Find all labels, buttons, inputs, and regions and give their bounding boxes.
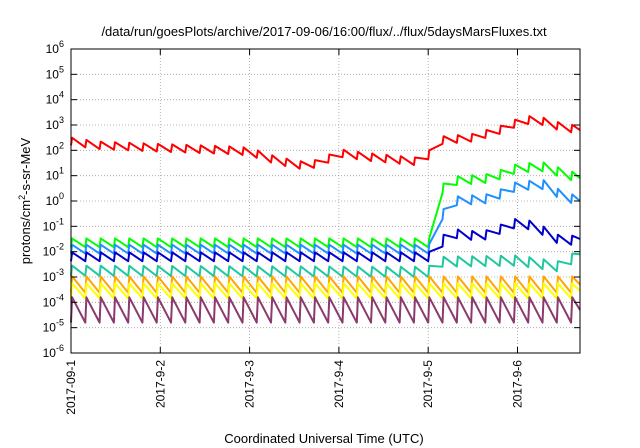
y-axis-label-base: protons/cm (18, 200, 33, 264)
y-tick-exponent: -2 (56, 242, 64, 252)
y-tick-label: 10-6 (43, 343, 64, 360)
x-axis-label: Coordinated Universal Time (UTC) (224, 431, 423, 446)
y-tick-base: 10 (46, 194, 60, 208)
series-line-6 (70, 275, 581, 294)
y-tick-label: 105 (46, 64, 64, 81)
y-tick-base: 10 (46, 118, 60, 132)
y-tick-exponent: -5 (56, 318, 64, 328)
y-tick-base: 10 (46, 42, 60, 56)
x-tick-label: 2017-09-1 (64, 360, 78, 415)
y-tick-base: 10 (43, 346, 57, 360)
y-tick-exponent: 5 (59, 64, 64, 74)
y-tick-exponent: 4 (59, 90, 64, 100)
y-tick-base: 10 (43, 321, 57, 335)
y-tick-label: 10-3 (43, 267, 64, 284)
y-tick-label: 106 (46, 39, 64, 56)
y-tick-label: 101 (46, 166, 64, 183)
y-tick-base: 10 (43, 219, 57, 233)
y-tick-exponent: -6 (56, 343, 64, 353)
y-tick-label: 104 (46, 90, 64, 107)
y-tick-label: 10-5 (43, 318, 64, 335)
series-line-2 (70, 161, 581, 249)
x-axis-ticks: 2017-09-1 2017-9-2 2017-9-3 2017-9-4 2017-9-… (64, 49, 524, 415)
y-tick-base: 10 (46, 143, 60, 157)
grid-lines (71, 49, 580, 353)
y-axis-label-superscript: 2 (17, 195, 27, 200)
y-tick-base: 10 (43, 245, 57, 259)
y-tick-label: 10-4 (43, 292, 64, 309)
y-tick-label: 10-1 (43, 216, 64, 233)
x-tick-label: 2017-9-6 (510, 360, 524, 408)
y-tick-exponent: 6 (59, 39, 64, 49)
y-tick-label: 102 (46, 140, 64, 157)
y-tick-exponent: -1 (56, 216, 64, 226)
y-tick-base: 10 (43, 270, 57, 284)
y-tick-exponent: -4 (56, 292, 64, 302)
y-axis-ticks: 10-610-510-410-310-210-11001011021031041… (43, 39, 580, 360)
series-lines (70, 115, 581, 324)
y-tick-exponent: 1 (59, 166, 64, 176)
chart-title: /data/run/goesPlots/archive/2017-09-06/1… (101, 24, 547, 39)
y-tick-exponent: 0 (59, 191, 64, 201)
series-line-4 (70, 218, 581, 263)
series-line-1 (70, 115, 581, 170)
x-tick-label: 2017-9-2 (153, 360, 167, 408)
y-tick-base: 10 (46, 93, 60, 107)
series-line-5 (70, 252, 581, 278)
y-tick-label: 103 (46, 115, 64, 132)
x-tick-label: 2017-9-4 (332, 360, 346, 408)
y-tick-base: 10 (43, 295, 57, 309)
y-axis-label-rest: -s-sr-MeV (18, 137, 33, 194)
y-tick-exponent: 3 (59, 115, 64, 125)
series-line-7 (70, 282, 581, 300)
series-line-8 (70, 296, 581, 324)
y-tick-label: 100 (46, 191, 64, 208)
x-tick-label: 2017-9-3 (243, 360, 257, 408)
y-tick-exponent: -3 (56, 267, 64, 277)
y-tick-exponent: 2 (59, 140, 64, 150)
y-tick-label: 10-2 (43, 242, 64, 259)
x-tick-label: 2017-9-5 (421, 360, 435, 408)
series-line-3 (70, 179, 581, 255)
y-axis-label: protons/cm2-s-sr-MeV (17, 137, 33, 264)
y-tick-base: 10 (46, 67, 60, 81)
y-tick-base: 10 (46, 169, 60, 183)
